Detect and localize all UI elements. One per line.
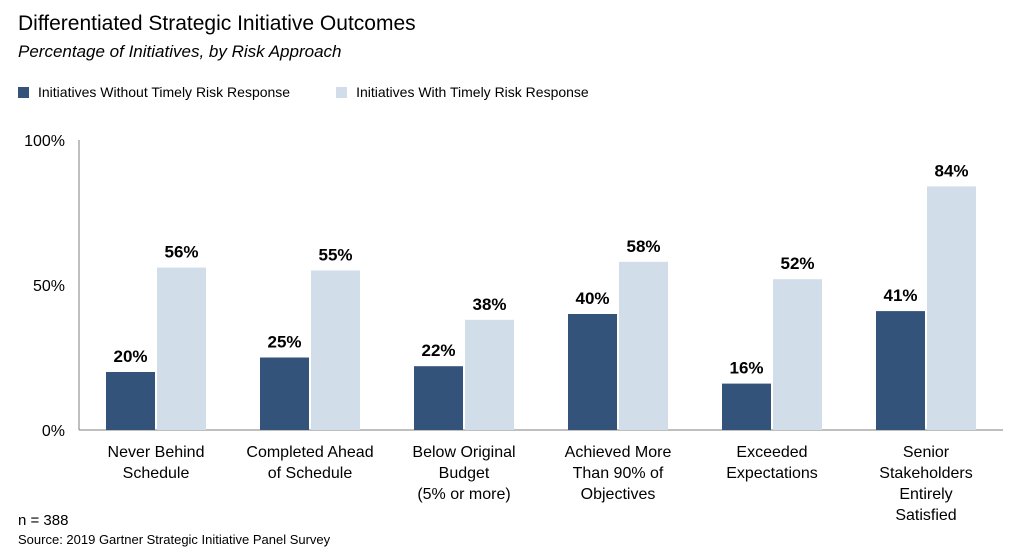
bar-without [106,372,155,430]
x-tick-label: Below Original Budget (5% or more) [412,444,515,503]
x-tick-label-line: (5% or more) [417,486,510,503]
bar-without [876,311,925,430]
data-label: 38% [472,295,506,314]
legend-item-with: Initiatives With Timely Risk Response [336,84,589,100]
x-tick-label-line: Objectives [581,486,656,503]
x-tick-label-line: Than 90% of [573,465,664,482]
x-tick-label: Never Behind Schedule [108,444,205,482]
bar-without [414,366,463,430]
legend-swatch-without [18,86,29,98]
data-label: 22% [421,341,455,360]
legend: Initiatives Without Timely Risk Response… [18,84,635,100]
legend-label-without: Initiatives Without Timely Risk Response [38,84,291,100]
bar-with [773,279,822,430]
x-tick-label: Senior Stakeholders Entirely Satisfied [879,444,972,524]
x-tick-label-line: Expectations [726,465,818,482]
x-tick-label-line: Schedule [123,465,190,482]
y-tick-label: 50% [33,278,65,295]
bar-with [927,186,976,430]
x-tick-label: Achieved More Than 90% of Objectives [565,444,672,503]
x-tick-label-line: Senior [903,444,950,461]
data-label: 52% [780,254,814,273]
x-tick-label: Completed Ahead of Schedule [246,444,373,482]
data-label: 20% [113,347,147,366]
x-tick-label-line: Below Original [412,444,515,461]
chart-subtitle: Percentage of Initiatives, by Risk Appro… [18,42,342,61]
bar-with [619,261,668,430]
x-tick-label-line: Stakeholders [879,465,972,482]
x-tick-label-line: Never Behind [108,444,205,461]
bar-with [311,270,360,430]
data-label: 41% [883,286,917,305]
y-tick-label: 100% [24,133,65,150]
chart-title: Differentiated Strategic Initiative Outc… [18,12,416,35]
x-tick-label-line: Satisfied [895,507,956,524]
x-tick-label: Exceeded Expectations [726,444,818,482]
bar-without [722,383,771,430]
y-tick-label: 0% [42,423,65,440]
x-tick-label-line: of Schedule [268,465,353,482]
x-tick-label-line: Budget [439,465,490,482]
legend-swatch-with [336,86,348,98]
bar-without [260,357,309,430]
bar-with [465,319,514,430]
source-note: Source: 2019 Gartner Strategic Initiativ… [18,532,331,547]
data-label: 56% [164,243,198,262]
x-tick-label-line: Entirely [899,486,952,503]
legend-label-with: Initiatives With Timely Risk Response [356,84,589,100]
data-label: 40% [575,289,609,308]
bar-without [568,314,617,430]
data-label: 84% [934,161,968,180]
bar-with [157,267,206,430]
data-label: 25% [267,333,301,352]
x-tick-label-line: Completed Ahead [246,444,373,461]
data-label: 55% [318,246,352,265]
legend-item-without: Initiatives Without Timely Risk Response [18,84,290,100]
sample-size-note: n = 388 [18,512,69,529]
data-label: 16% [729,359,763,378]
x-tick-label-line: Exceeded [736,444,807,461]
data-label: 58% [626,237,660,256]
x-tick-label-line: Achieved More [565,444,672,461]
